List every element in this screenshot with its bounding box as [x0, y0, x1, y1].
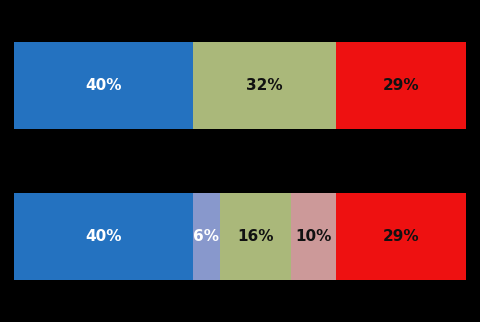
- Text: 16%: 16%: [238, 229, 274, 244]
- Text: 40%: 40%: [85, 78, 122, 93]
- FancyBboxPatch shape: [336, 193, 466, 280]
- Text: 29%: 29%: [383, 78, 419, 93]
- Text: 6%: 6%: [193, 229, 219, 244]
- FancyBboxPatch shape: [220, 193, 291, 280]
- Text: 32%: 32%: [246, 78, 283, 93]
- FancyBboxPatch shape: [193, 193, 220, 280]
- FancyBboxPatch shape: [336, 42, 466, 129]
- Text: 40%: 40%: [85, 229, 122, 244]
- FancyBboxPatch shape: [291, 193, 336, 280]
- FancyBboxPatch shape: [193, 42, 336, 129]
- Text: 10%: 10%: [296, 229, 332, 244]
- FancyBboxPatch shape: [14, 42, 193, 129]
- Text: 29%: 29%: [383, 229, 419, 244]
- FancyBboxPatch shape: [14, 193, 193, 280]
